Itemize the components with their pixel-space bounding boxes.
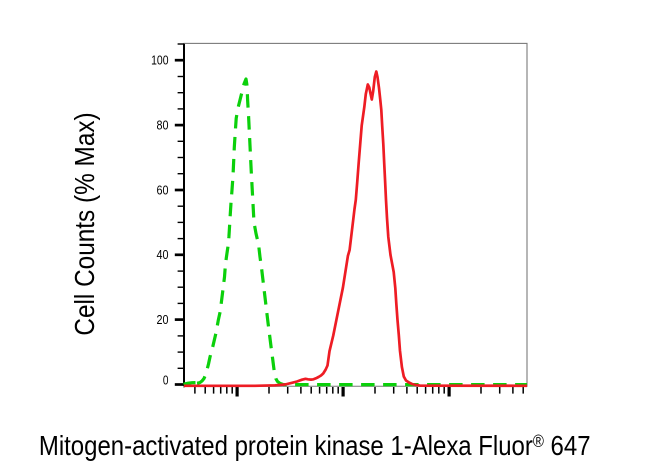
svg-text:0: 0 bbox=[163, 374, 169, 388]
svg-text:80: 80 bbox=[157, 118, 169, 132]
svg-text:40: 40 bbox=[157, 248, 169, 262]
svg-text:Cell Counts (% Max): Cell Counts (% Max) bbox=[68, 112, 100, 335]
svg-text:Mitogen-activated protein kina: Mitogen-activated protein kinase 1-Alexa… bbox=[39, 429, 591, 461]
svg-text:60: 60 bbox=[157, 183, 169, 197]
svg-text:20: 20 bbox=[157, 313, 169, 327]
svg-text:100: 100 bbox=[151, 54, 168, 68]
